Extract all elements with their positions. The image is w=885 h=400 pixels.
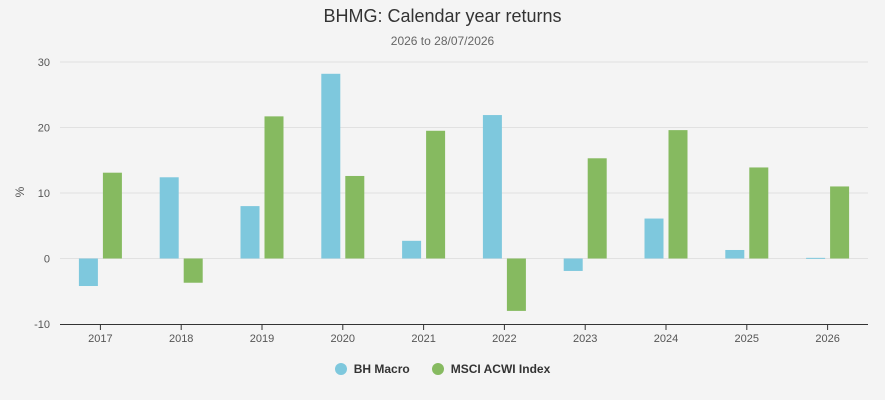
legend: BH Macro MSCI ACWI Index <box>0 362 885 376</box>
x-tick-label: 2024 <box>654 333 678 345</box>
y-tick-label: 10 <box>38 188 50 200</box>
y-axis-title: % <box>13 186 27 197</box>
y-tick-label: -10 <box>34 319 50 331</box>
x-tick-label: 2017 <box>88 333 112 345</box>
legend-item-msci-acwi[interactable]: MSCI ACWI Index <box>431 362 551 376</box>
x-tick-label: 2018 <box>169 333 193 345</box>
x-tick-label: 2025 <box>735 333 759 345</box>
y-tick-label: 30 <box>38 57 50 69</box>
bar-bh-macro <box>159 177 179 259</box>
grid-layer <box>60 61 868 259</box>
bar-bh-macro <box>240 206 260 259</box>
x-tick-label: 2022 <box>492 333 516 345</box>
bar-bh-macro <box>644 218 664 259</box>
bar-bh-macro <box>482 115 502 259</box>
bar-msci-acwi <box>830 186 850 259</box>
x-tick-label: 2021 <box>411 333 435 345</box>
bar-msci-acwi <box>102 172 122 259</box>
x-tick-label: 2019 <box>250 333 274 345</box>
bar-bh-macro <box>78 258 98 287</box>
bar-msci-acwi <box>183 258 203 283</box>
x-tick-label: 2023 <box>573 333 597 345</box>
bar-msci-acwi <box>668 130 688 259</box>
bar-bh-macro <box>402 240 422 259</box>
bar-bh-macro <box>321 73 341 259</box>
bar-msci-acwi <box>345 175 365 259</box>
y-tick-label: 0 <box>44 254 50 266</box>
bar-msci-acwi <box>426 130 446 259</box>
bar-msci-acwi <box>506 258 526 311</box>
bar-bh-macro <box>806 257 826 259</box>
y-tick-label: 20 <box>38 123 50 135</box>
chart-title: BHMG: Calendar year returns <box>323 6 562 26</box>
axis-layer: -10 0 10 20 30 2017 2018 2019 2020 2021 2022 2023 20… <box>34 57 868 345</box>
bar-msci-acwi <box>264 116 284 259</box>
x-tick-label: 2020 <box>331 333 355 345</box>
bars-layer <box>78 73 850 311</box>
legend-item-bh-macro[interactable]: BH Macro <box>334 362 410 376</box>
legend-label: MSCI ACWI Index <box>450 362 551 376</box>
legend-marker-icon <box>431 363 444 375</box>
bar-bh-macro <box>563 258 583 271</box>
bar-bh-macro <box>725 249 745 259</box>
bar-msci-acwi <box>587 158 607 259</box>
chart-subtitle: 2026 to 28/07/2026 <box>390 34 495 48</box>
x-tick-label: 2026 <box>815 333 839 345</box>
legend-label: BH Macro <box>353 362 410 376</box>
bar-msci-acwi <box>749 167 769 259</box>
legend-marker-icon <box>334 363 347 375</box>
